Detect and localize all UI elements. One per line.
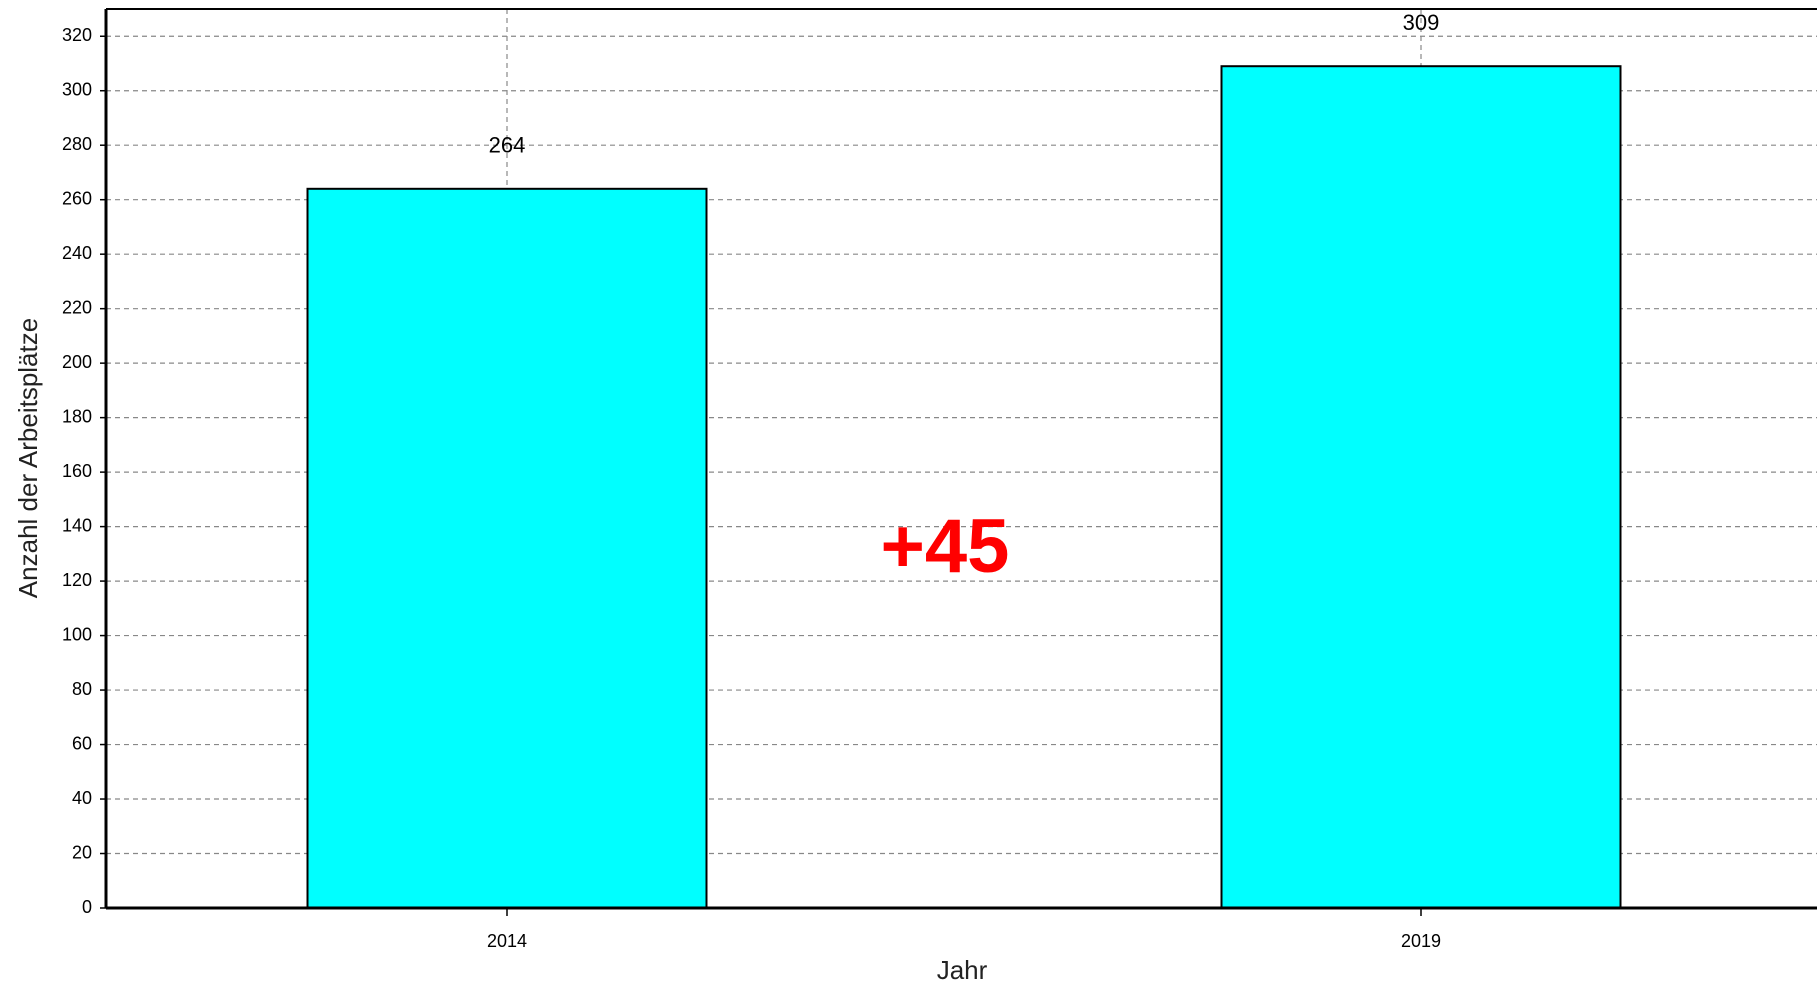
y-tick-label: 120 [62,570,92,590]
bar [306,187,708,910]
y-tick-label: 300 [62,79,92,99]
y-tick-label: 80 [72,679,92,699]
y-tick-label: 140 [62,515,92,535]
y-tick-label: 40 [72,788,92,808]
y-tick-label: 260 [62,188,92,208]
y-tick-label: 60 [72,733,92,753]
y-tick-label: 160 [62,461,92,481]
y-tick-label: 320 [62,25,92,45]
y-tick-label: 20 [72,842,92,862]
y-tick-label: 220 [62,297,92,317]
value-label: 264 [489,133,526,158]
y-axis-title: Anzahl der Arbeitsplätze [13,318,43,598]
y-tick-label: 200 [62,352,92,372]
x-axis-title: Jahr [937,955,988,985]
x-tick-label: 2014 [487,931,527,951]
y-tick-label: 100 [62,624,92,644]
y-tick-label: 0 [82,897,92,917]
y-tick-label: 240 [62,243,92,263]
y-tick-label: 180 [62,406,92,426]
value-label: 309 [1403,10,1440,35]
annotation: +45 [881,504,1010,589]
y-tick-label: 280 [62,134,92,154]
bar [1220,65,1622,909]
x-tick-label: 2019 [1401,931,1441,951]
